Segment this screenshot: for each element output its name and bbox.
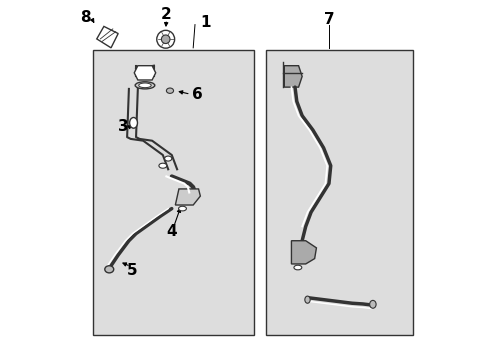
Text: 5: 5: [126, 262, 137, 278]
Ellipse shape: [369, 300, 376, 308]
Ellipse shape: [135, 82, 155, 89]
Ellipse shape: [159, 163, 167, 168]
Ellipse shape: [165, 156, 172, 161]
Circle shape: [161, 35, 170, 44]
Ellipse shape: [178, 206, 186, 211]
Polygon shape: [134, 66, 156, 80]
Ellipse shape: [167, 88, 173, 93]
Ellipse shape: [139, 83, 151, 87]
Text: 6: 6: [193, 87, 203, 103]
Circle shape: [157, 30, 174, 48]
Polygon shape: [284, 66, 302, 87]
Bar: [267, 50, 413, 336]
Polygon shape: [97, 26, 118, 48]
Text: 8: 8: [80, 10, 90, 25]
Text: 1: 1: [200, 15, 211, 30]
Polygon shape: [175, 189, 200, 205]
Polygon shape: [292, 241, 317, 264]
Text: 7: 7: [323, 13, 334, 27]
Text: 4: 4: [167, 224, 177, 239]
Text: 2: 2: [161, 8, 172, 22]
Ellipse shape: [294, 265, 302, 270]
Bar: [93, 50, 254, 336]
Ellipse shape: [305, 296, 310, 303]
Ellipse shape: [105, 266, 114, 273]
Text: 3: 3: [118, 119, 129, 134]
Ellipse shape: [130, 117, 138, 128]
